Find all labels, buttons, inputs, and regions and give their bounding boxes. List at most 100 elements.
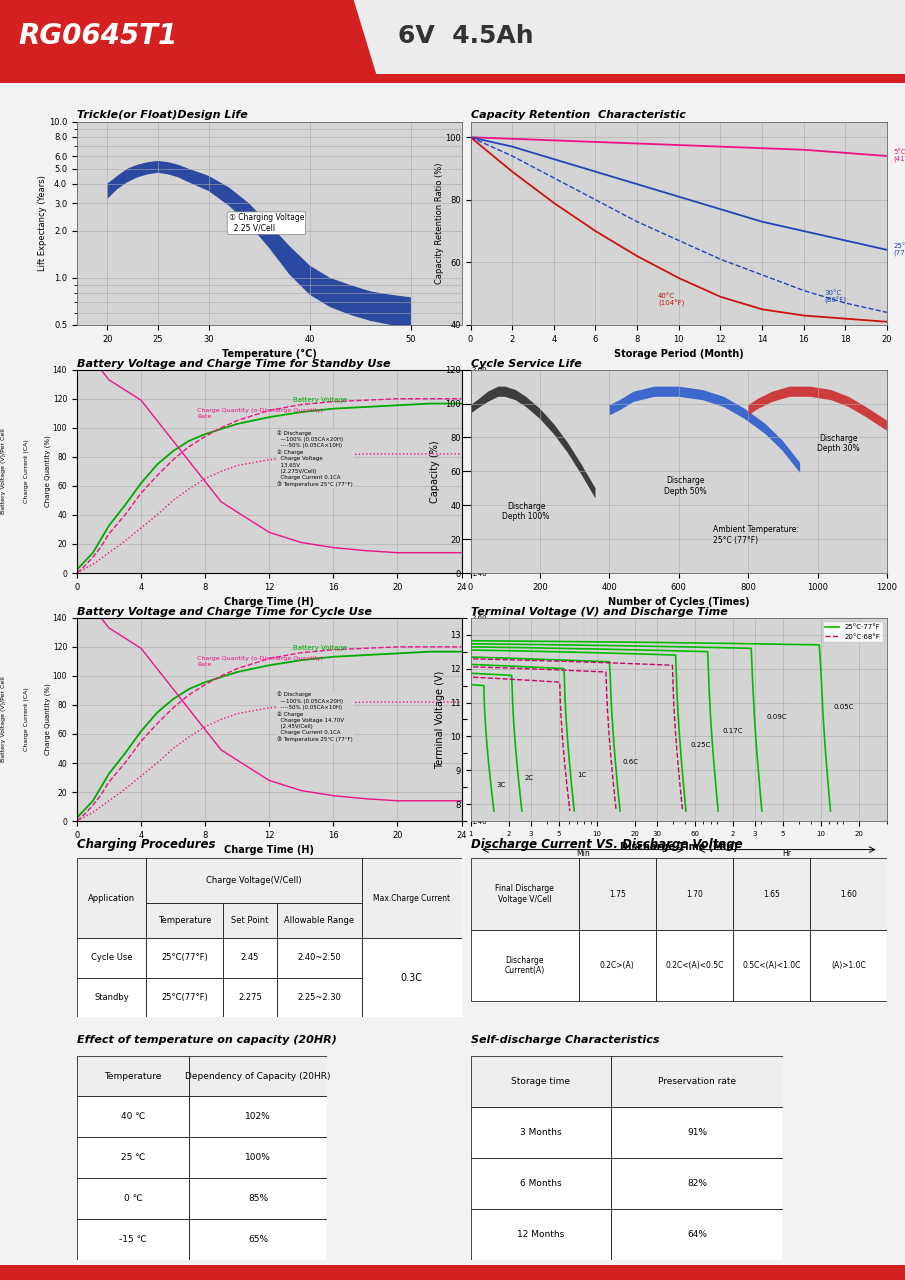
Text: (A)>1.0C: (A)>1.0C — [831, 961, 866, 970]
Bar — [471, 1157, 611, 1208]
X-axis label: Charge Time (H): Charge Time (H) — [224, 598, 314, 607]
Text: 0.6C: 0.6C — [623, 759, 638, 764]
Bar — [471, 1208, 611, 1260]
Bar — [77, 938, 147, 978]
Text: Min: Min — [576, 849, 590, 858]
Text: -15 ℃: -15 ℃ — [119, 1235, 147, 1244]
Text: Battery Voltage (V)/Per Cell: Battery Voltage (V)/Per Cell — [1, 429, 6, 515]
Text: Ambient Temperature:
25°C (77°F): Ambient Temperature: 25°C (77°F) — [713, 525, 799, 544]
Polygon shape — [290, 0, 376, 74]
Bar — [810, 929, 887, 1001]
Text: 64%: 64% — [687, 1230, 707, 1239]
Text: Temperature: Temperature — [104, 1071, 162, 1080]
Y-axis label: Capacity (%): Capacity (%) — [430, 440, 440, 503]
Text: 0 ℃: 0 ℃ — [124, 1194, 143, 1203]
Text: 3 Months: 3 Months — [520, 1128, 562, 1137]
Text: 102%: 102% — [245, 1112, 272, 1121]
Text: 2.25~2.30: 2.25~2.30 — [298, 993, 341, 1002]
Bar — [224, 902, 277, 938]
Bar — [77, 1219, 189, 1260]
Bar — [77, 1178, 189, 1219]
Text: 2.275: 2.275 — [238, 993, 262, 1002]
Text: 40 ℃: 40 ℃ — [121, 1112, 146, 1121]
Text: Charge Quantity (o-Discharge Quantity)
Rate: Charge Quantity (o-Discharge Quantity) R… — [197, 408, 323, 419]
Text: Preservation rate: Preservation rate — [658, 1076, 736, 1085]
Bar — [611, 1157, 783, 1208]
Text: Discharge
Depth 30%: Discharge Depth 30% — [817, 434, 860, 453]
Text: 12 Months: 12 Months — [518, 1230, 565, 1239]
Y-axis label: Terminal Voltage (V): Terminal Voltage (V) — [434, 671, 444, 769]
Bar — [611, 1056, 783, 1107]
Text: 2.40~2.50: 2.40~2.50 — [298, 954, 341, 963]
Text: Charge Voltage(V/Cell): Charge Voltage(V/Cell) — [206, 876, 301, 884]
Text: Cycle Service Life: Cycle Service Life — [471, 358, 581, 369]
Bar — [224, 938, 277, 978]
Text: Charge Current (CA): Charge Current (CA) — [24, 687, 30, 751]
Text: Battery Voltage (V)/Per Cell: Battery Voltage (V)/Per Cell — [1, 677, 6, 763]
Text: Dependency of Capacity (20HR): Dependency of Capacity (20HR) — [186, 1071, 331, 1080]
Text: 1.75: 1.75 — [609, 890, 625, 899]
Text: Battery Voltage and Charge Time for Cycle Use: Battery Voltage and Charge Time for Cycl… — [77, 607, 372, 617]
Bar — [277, 978, 362, 1018]
Bar — [579, 858, 656, 929]
Bar — [189, 1137, 327, 1178]
Text: 85%: 85% — [248, 1194, 268, 1203]
Bar — [147, 978, 224, 1018]
Text: Discharge Current VS. Discharge Voltage: Discharge Current VS. Discharge Voltage — [471, 838, 742, 851]
Text: 0.2C>(A): 0.2C>(A) — [600, 961, 634, 970]
Text: Set Point: Set Point — [232, 915, 269, 924]
X-axis label: Storage Period (Month): Storage Period (Month) — [614, 349, 744, 360]
Text: 0.5C<(A)<1.0C: 0.5C<(A)<1.0C — [742, 961, 801, 970]
Bar — [147, 858, 362, 902]
Text: Discharge
Depth 50%: Discharge Depth 50% — [664, 476, 707, 495]
Legend: 25°C·77°F, 20°C·68°F: 25°C·77°F, 20°C·68°F — [823, 621, 883, 643]
Bar — [656, 929, 733, 1001]
Text: 3C: 3C — [496, 782, 506, 788]
Text: 30°C
(86°F): 30°C (86°F) — [824, 289, 846, 303]
Bar — [471, 1056, 611, 1107]
Text: 65%: 65% — [248, 1235, 268, 1244]
Text: Charge Quantity (o-Discharge Quantity)
Rate: Charge Quantity (o-Discharge Quantity) R… — [197, 655, 323, 667]
Text: 6 Months: 6 Months — [520, 1179, 562, 1188]
Y-axis label: Lift Expectancy (Years): Lift Expectancy (Years) — [38, 175, 47, 271]
Bar — [733, 858, 810, 929]
Text: Self-discharge Characteristics: Self-discharge Characteristics — [471, 1036, 659, 1044]
Y-axis label: Charge Quantity (%): Charge Quantity (%) — [45, 684, 52, 755]
Bar — [277, 902, 362, 938]
Text: ① Discharge
  —100% (0.05CA×20H)
  ----50% (0.05CA×10H)
② Charge
  Charge Voltag: ① Discharge —100% (0.05CA×20H) ----50% (… — [277, 691, 353, 742]
Y-axis label: Charge Quantity (%): Charge Quantity (%) — [45, 435, 52, 507]
Text: 0.25C: 0.25C — [691, 741, 710, 748]
Text: 82%: 82% — [687, 1179, 707, 1188]
Text: 2C: 2C — [525, 776, 534, 782]
Bar — [77, 858, 147, 938]
Bar — [189, 1178, 327, 1219]
Text: Final Discharge
Voltage V/Cell: Final Discharge Voltage V/Cell — [495, 884, 554, 904]
Text: Battery Voltage: Battery Voltage — [293, 397, 348, 403]
Bar — [147, 938, 224, 978]
Text: 25°C(77°F): 25°C(77°F) — [161, 993, 208, 1002]
Text: 1.70: 1.70 — [686, 890, 703, 899]
Bar — [471, 929, 579, 1001]
Text: Allowable Range: Allowable Range — [284, 915, 354, 924]
Text: Battery Voltage: Battery Voltage — [293, 645, 348, 650]
Text: Hr: Hr — [783, 849, 792, 858]
Text: 1.60: 1.60 — [840, 890, 857, 899]
Text: 2.45: 2.45 — [241, 954, 259, 963]
Bar — [77, 1097, 189, 1137]
Text: RG0645T1: RG0645T1 — [18, 22, 177, 50]
Text: Application: Application — [88, 893, 135, 902]
Text: Charging Procedures: Charging Procedures — [77, 838, 215, 851]
Text: 1.65: 1.65 — [763, 890, 780, 899]
Text: Trickle(or Float)Design Life: Trickle(or Float)Design Life — [77, 110, 248, 120]
Polygon shape — [471, 387, 595, 498]
Polygon shape — [748, 387, 887, 430]
Bar — [362, 938, 462, 1018]
Bar — [335, 0, 905, 74]
Text: 0.05C: 0.05C — [834, 704, 853, 710]
Text: ① Charging Voltage
  2.25 V/Cell: ① Charging Voltage 2.25 V/Cell — [229, 214, 304, 233]
Text: 0.2C<(A)<0.5C: 0.2C<(A)<0.5C — [665, 961, 724, 970]
Bar — [362, 858, 462, 938]
Bar — [277, 938, 362, 978]
Bar — [224, 978, 277, 1018]
X-axis label: Charge Time (H): Charge Time (H) — [224, 845, 314, 855]
